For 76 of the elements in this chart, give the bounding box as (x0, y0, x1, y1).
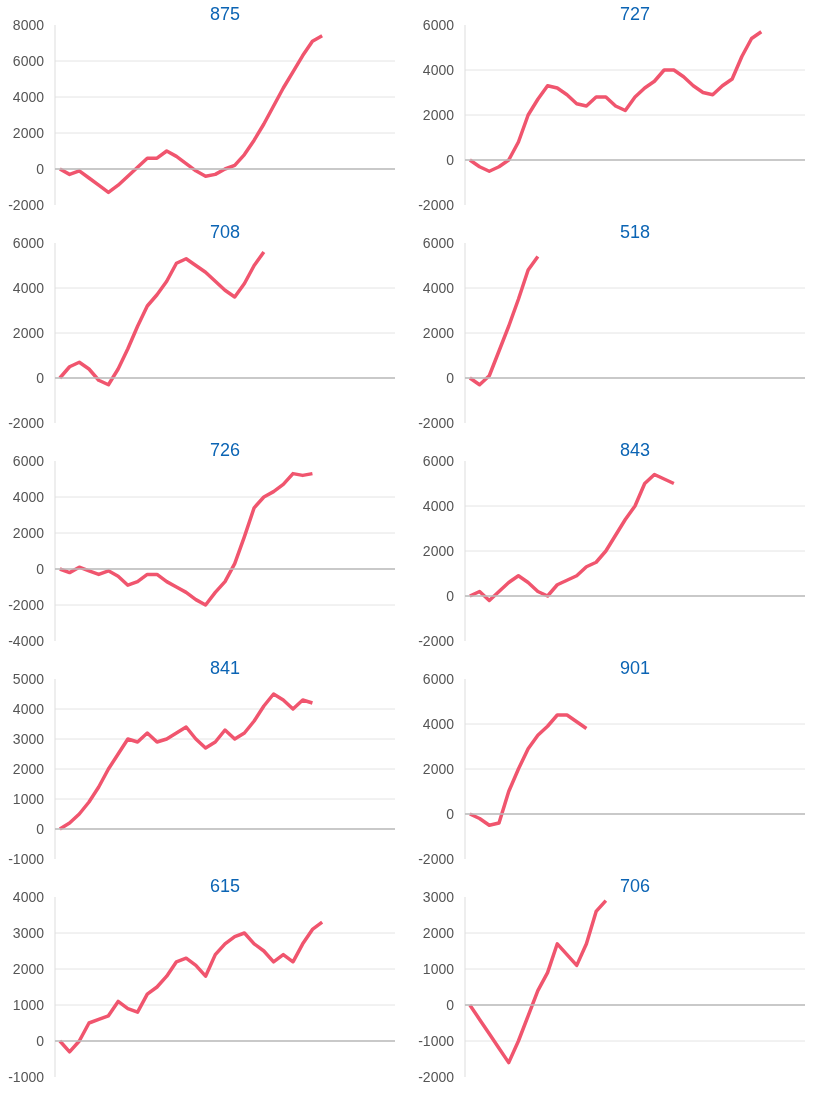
y-tick-label: 0 (36, 821, 45, 837)
y-tick-label: 2000 (12, 761, 45, 777)
y-tick-label: 0 (36, 161, 45, 177)
y-tick-label: 0 (36, 561, 45, 577)
chart-title: 901 (619, 658, 651, 678)
y-tick-label: -2000 (8, 597, 45, 613)
line-series (468, 472, 676, 603)
y-tick-label: 6000 (422, 17, 455, 33)
y-tick-label: 6000 (422, 235, 455, 251)
line-series (58, 920, 324, 1054)
y-tick-label: 4000 (12, 701, 45, 717)
y-tick-label: 4000 (12, 280, 45, 296)
y-tick-label: 0 (446, 806, 455, 822)
chart-title: 875 (209, 4, 241, 24)
chart-title: 726 (209, 440, 241, 460)
y-tick-label: 6000 (12, 53, 45, 69)
line-series (468, 713, 589, 827)
y-tick-label: 4000 (422, 498, 455, 514)
y-tick-label: -2000 (418, 633, 455, 649)
y-tick-label: 4000 (12, 89, 45, 105)
y-tick-label: 3000 (12, 925, 45, 941)
chart-title: 841 (209, 658, 241, 678)
y-tick-label: 2000 (422, 543, 455, 559)
y-tick-label: 6000 (12, 453, 45, 469)
chart-title: 518 (619, 222, 651, 242)
y-tick-label: 2000 (422, 107, 455, 123)
chart-title: 708 (209, 222, 241, 242)
y-tick-label: -4000 (8, 633, 45, 649)
y-tick-label: -2000 (418, 415, 455, 431)
line-series (58, 34, 324, 195)
y-tick-label: 1000 (12, 997, 45, 1013)
y-tick-label: 0 (446, 370, 455, 386)
y-tick-label: 2000 (12, 325, 45, 341)
y-tick-label: 0 (446, 152, 455, 168)
chart-title: 727 (619, 4, 651, 24)
chart-title: 706 (619, 876, 651, 896)
line-series (468, 30, 764, 173)
chart-title: 615 (209, 876, 241, 896)
y-tick-label: 1000 (422, 961, 455, 977)
chart-title: 843 (619, 440, 651, 460)
y-tick-label: 2000 (12, 525, 45, 541)
y-tick-label: 0 (36, 1033, 45, 1049)
y-tick-label: 6000 (12, 235, 45, 251)
y-tick-label: 5000 (12, 671, 45, 687)
y-tick-label: 2000 (12, 961, 45, 977)
y-tick-label: 3000 (422, 889, 455, 905)
line-series (58, 692, 315, 831)
y-tick-label: 2000 (12, 125, 45, 141)
y-tick-label: 4000 (422, 280, 455, 296)
y-tick-label: -1000 (8, 851, 45, 867)
y-tick-label: 0 (36, 370, 45, 386)
y-tick-label: -2000 (8, 415, 45, 431)
y-tick-label: 8000 (12, 17, 45, 33)
y-tick-label: -1000 (8, 1069, 45, 1085)
y-tick-label: 3000 (12, 731, 45, 747)
y-tick-label: 2000 (422, 925, 455, 941)
y-tick-label: 1000 (12, 791, 45, 807)
y-tick-label: -2000 (418, 1069, 455, 1085)
line-series (468, 254, 540, 387)
y-tick-label: 4000 (422, 62, 455, 78)
y-tick-label: -1000 (418, 1033, 455, 1049)
y-tick-label: 4000 (12, 889, 45, 905)
line-series (468, 898, 608, 1065)
y-tick-label: 2000 (422, 325, 455, 341)
y-tick-label: 0 (446, 588, 455, 604)
y-tick-label: 4000 (12, 489, 45, 505)
y-tick-label: -2000 (418, 851, 455, 867)
y-tick-label: 6000 (422, 671, 455, 687)
line-series (58, 471, 315, 607)
y-tick-label: -2000 (418, 197, 455, 213)
y-tick-label: 6000 (422, 453, 455, 469)
y-tick-label: 2000 (422, 761, 455, 777)
y-tick-label: 4000 (422, 716, 455, 732)
y-tick-label: -2000 (8, 197, 45, 213)
y-tick-label: 0 (446, 997, 455, 1013)
line-series (58, 250, 266, 387)
